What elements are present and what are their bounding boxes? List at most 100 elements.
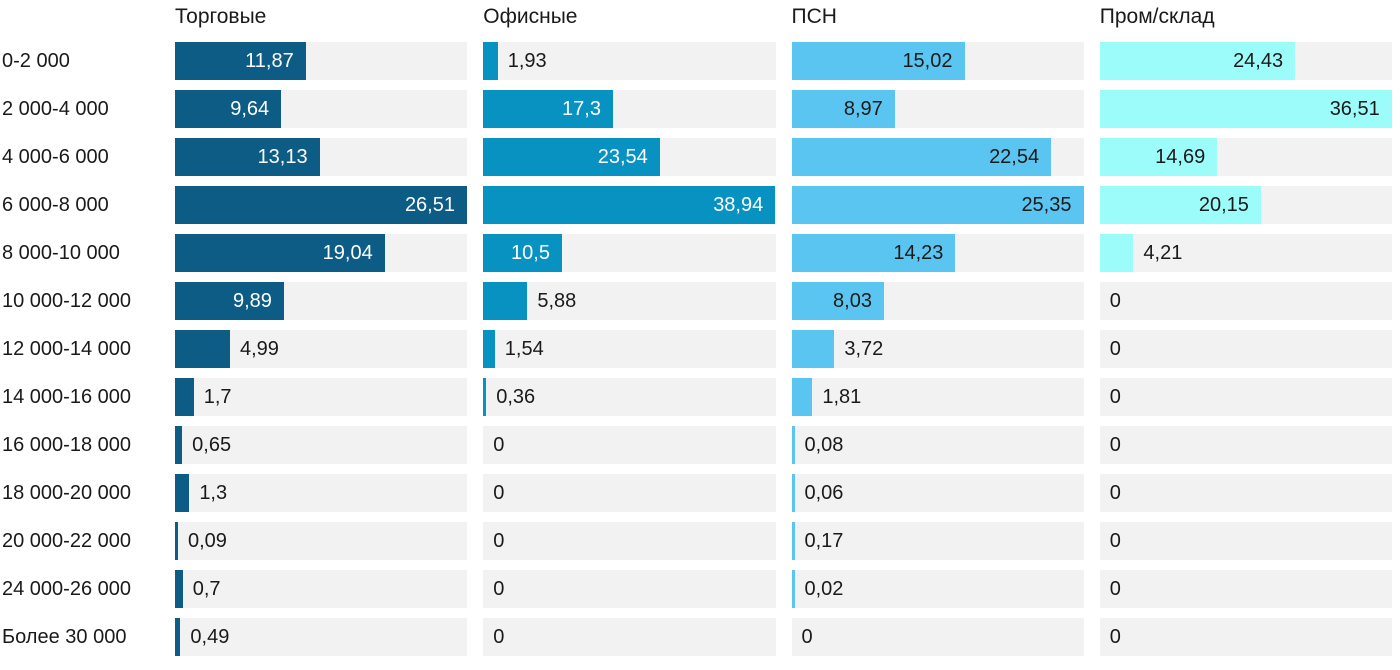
chart-row: 24 000-26 000 0,7 0 0,02 0 [2, 570, 1392, 608]
bar [175, 378, 194, 416]
bar-value-label: 26,51 [404, 194, 455, 216]
bar [483, 42, 498, 80]
bar [791, 426, 795, 464]
bar-track: 25,35 [791, 186, 1084, 224]
bar [175, 330, 230, 368]
bar [175, 42, 306, 80]
row-label: 16 000-18 000 [2, 434, 132, 456]
bar [175, 426, 183, 464]
row-label: 2 000-4 000 [2, 98, 109, 120]
column-header-ofisnye: Офисные [483, 5, 578, 28]
bar-value-label: 36,51 [1329, 98, 1380, 120]
bar [791, 186, 1084, 224]
bar-track: 0 [791, 618, 1084, 656]
bar [175, 474, 190, 512]
bar [791, 234, 956, 272]
bar-track: 0,49 [175, 618, 468, 656]
bar-value-label: 10,5 [511, 242, 550, 264]
bar-chart-panel: Торговые Офисные ПСН Пром/склад 0-2 000 1… [2, 4, 1392, 656]
chart-row: 14 000-16 000 1,7 0,36 1,81 0 [2, 378, 1392, 416]
bar-track: 0,17 [791, 522, 1084, 560]
row-label: 6 000-8 000 [2, 194, 109, 216]
bar [175, 186, 467, 224]
bar-value-label: 0 [1109, 386, 1121, 408]
bar-value-label: 0 [1109, 338, 1121, 360]
bar-value-label: 14,69 [1155, 146, 1206, 168]
bar-track: 0 [1099, 570, 1392, 608]
bar [1099, 234, 1134, 272]
bar-value-label: 0,65 [192, 434, 232, 456]
bar [791, 330, 835, 368]
bar-track: 20,15 [1099, 186, 1392, 224]
bar-track: 0,7 [175, 570, 468, 608]
bar-value-label: 0 [801, 626, 813, 648]
bar-value-label: 38,94 [713, 194, 764, 216]
chart-row: 16 000-18 000 0,65 0 0,08 0 [2, 426, 1392, 464]
row-label: 12 000-14 000 [2, 338, 132, 360]
bar [1099, 90, 1392, 128]
chart-row: 0-2 000 11,87 1,93 15,02 24,43 [2, 42, 1392, 80]
bar-track: 26,51 [175, 186, 468, 224]
bar [175, 522, 178, 560]
bar-track: 14,69 [1099, 138, 1392, 176]
chart-header-row: Торговые Офисные ПСН Пром/склад [2, 4, 1392, 34]
bar-track: 14,23 [791, 234, 1084, 272]
chart-row: 10 000-12 000 9,89 5,88 8,03 0 [2, 282, 1392, 320]
row-label: Более 30 000 [2, 626, 127, 648]
row-label: 8 000-10 000 [2, 242, 120, 264]
row-label: 24 000-26 000 [2, 578, 132, 600]
bar-value-label: 23,54 [597, 146, 648, 168]
bar-value-label: 1,7 [203, 386, 232, 408]
bar-value-label: 0,09 [188, 530, 227, 552]
bar-track: 4,99 [175, 330, 468, 368]
chart-row: 12 000-14 000 4,99 1,54 3,72 0 [2, 330, 1392, 368]
bar [483, 234, 562, 272]
bar-value-label: 0 [1109, 530, 1121, 552]
bar-track: 4,21 [1099, 234, 1392, 272]
bar-track: 0 [483, 522, 776, 560]
bar-value-label: 0,36 [496, 386, 536, 408]
chart-row: 4 000-6 000 13,13 23,54 22,54 14,69 [2, 138, 1392, 176]
bar [791, 474, 795, 512]
bar-value-label: 17,3 [562, 98, 601, 120]
bar [791, 90, 895, 128]
bar [483, 138, 660, 176]
chart-row: Более 30 000 0,49 0 0 0 [2, 618, 1392, 656]
bar-value-label: 4,21 [1143, 242, 1183, 264]
bar-value-label: 0,49 [190, 626, 230, 648]
bar-track: 3,72 [791, 330, 1084, 368]
bar-track: 5,88 [483, 282, 776, 320]
bar [175, 138, 320, 176]
bar-value-label: 8,97 [843, 98, 883, 120]
bar-track: 0 [1099, 282, 1392, 320]
bar-track: 8,03 [791, 282, 1084, 320]
bar [1099, 138, 1218, 176]
bar [791, 522, 795, 560]
bar-value-label: 0 [1109, 626, 1121, 648]
chart-row: 18 000-20 000 1,3 0 0,06 0 [2, 474, 1392, 512]
bar [175, 282, 284, 320]
bar-track: 24,43 [1099, 42, 1392, 80]
bar-track: 0 [483, 618, 776, 656]
bar-value-label: 0 [1109, 290, 1121, 312]
bar [1099, 42, 1296, 80]
bar-value-label: 19,04 [322, 242, 373, 264]
row-label: 20 000-22 000 [2, 530, 132, 552]
chart-row: 2 000-4 000 9,64 17,3 8,97 36,51 [2, 90, 1392, 128]
bar-value-label: 0,17 [804, 530, 844, 552]
bar-track: 8,97 [791, 90, 1084, 128]
bar [175, 90, 282, 128]
row-label: 0-2 000 [2, 50, 70, 72]
bar-value-label: 25,35 [1021, 194, 1072, 216]
bar [175, 570, 183, 608]
bar-value-label: 20,15 [1198, 194, 1249, 216]
bar-track: 0 [1099, 378, 1392, 416]
row-label: 14 000-16 000 [2, 386, 132, 408]
bar-track: 0,08 [791, 426, 1084, 464]
bar-track: 36,51 [1099, 90, 1392, 128]
bar-track: 9,89 [175, 282, 468, 320]
bar [483, 90, 613, 128]
column-header-psn: ПСН [791, 5, 837, 28]
bar-track: 15,02 [791, 42, 1084, 80]
row-label: 4 000-6 000 [2, 146, 109, 168]
